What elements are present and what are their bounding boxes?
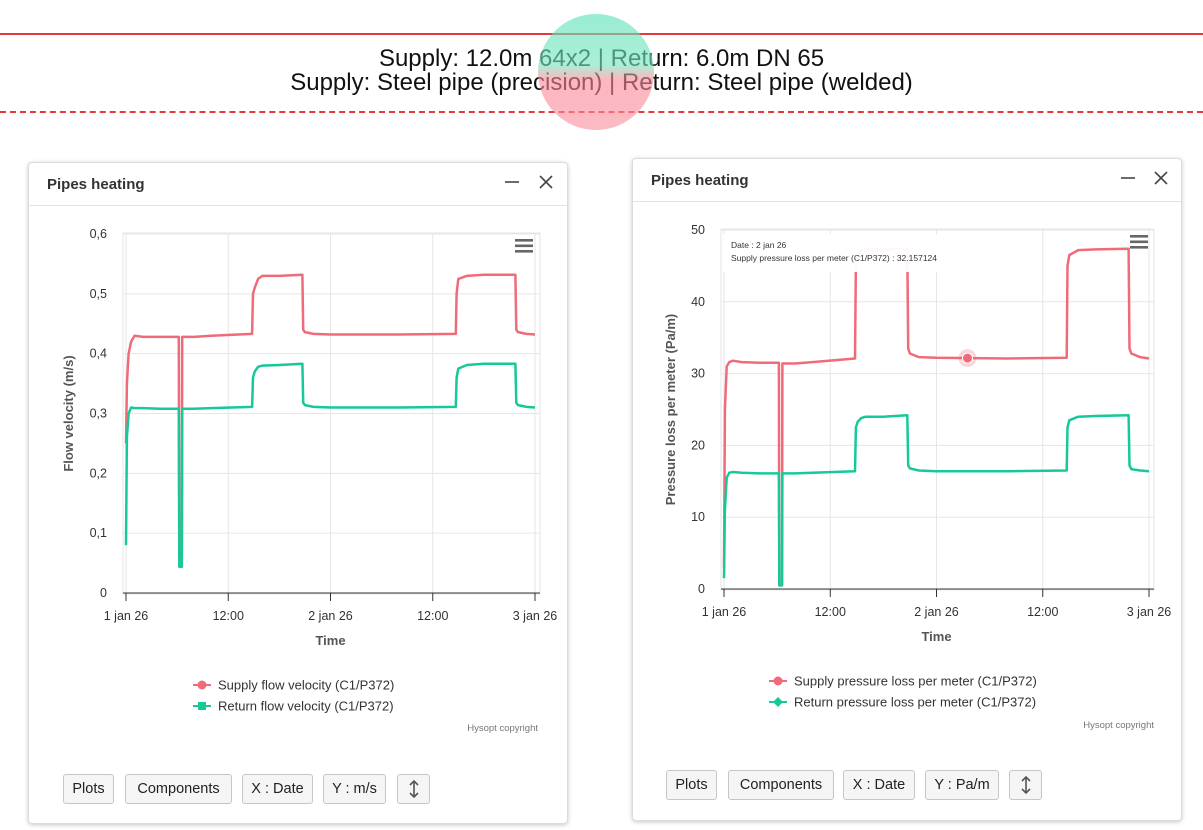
legend-marker: [773, 697, 783, 707]
legend-label: Return pressure loss per meter (C1/P372): [794, 695, 1036, 710]
x-tick-label: 12:00: [213, 609, 244, 623]
x-axis-title: Time: [921, 629, 951, 644]
tooltip-value: Supply pressure loss per meter (C1/P372)…: [731, 253, 937, 263]
minimize-icon[interactable]: [1118, 168, 1138, 188]
x-tick-label: 2 jan 26: [914, 605, 959, 619]
y-axis-button[interactable]: Y : Pa/m: [925, 770, 999, 800]
tooltip: Date : 2 jan 26 Supply pressure loss per …: [723, 234, 939, 272]
y-axis-title: Flow velocity (m/s): [61, 355, 76, 471]
legend-label: Supply flow velocity (C1/P372): [218, 678, 394, 693]
y-tick-label: 10: [691, 510, 705, 524]
tooltip-box: [723, 234, 939, 272]
resize-button[interactable]: [397, 774, 430, 804]
panel-title: Pipes heating: [651, 172, 749, 189]
x-tick-label: 1 jan 26: [702, 605, 747, 619]
y-tick-label: 20: [691, 438, 705, 452]
close-icon[interactable]: [1151, 168, 1171, 188]
x-tick-label: 1 jan 26: [104, 609, 149, 623]
menu-bar: [1130, 240, 1148, 244]
legend-label: Return flow velocity (C1/P372): [218, 699, 394, 714]
cursor-highlight: [538, 14, 654, 130]
y-tick-label: 40: [691, 295, 705, 309]
y-tick-label: 0: [698, 582, 705, 596]
x-tick-label: 12:00: [1027, 605, 1058, 619]
close-icon[interactable]: [536, 172, 556, 192]
menu-bar: [515, 250, 533, 253]
return-series-line: [124, 362, 536, 568]
plots-button[interactable]: Plots: [666, 770, 717, 800]
components-button[interactable]: Components: [728, 770, 834, 800]
resize-button[interactable]: [1009, 770, 1042, 800]
pressure-loss-chart: 0 10 20 30 40 50 1 jan 26 12:00 2 jan 26 12:00 3 j…: [663, 223, 1172, 731]
supply-series-line: [124, 273, 536, 559]
pipes-heating-panel-pressure: Pipes heating 0 10 20 30 40 50 1 jan 26 12:00 2 …: [632, 158, 1182, 821]
plots-button[interactable]: Plots: [63, 774, 114, 804]
y-tick-label: 0: [100, 586, 107, 600]
y-tick-label: 30: [691, 367, 705, 381]
menu-bar: [515, 244, 533, 248]
menu-bar: [515, 239, 533, 242]
y-axis-title: Pressure loss per meter (Pa/m): [663, 314, 678, 505]
legend-marker: [197, 680, 207, 690]
x-tick-label: 3 jan 26: [1127, 605, 1172, 619]
y-tick-label: 0,5: [90, 287, 107, 301]
y-tick-label: 0,1: [90, 526, 107, 540]
return-series-line: [722, 413, 1150, 587]
legend-marker: [773, 676, 783, 686]
hamburger-menu-icon[interactable]: [515, 239, 533, 253]
flow-velocity-chart: 0 0,1 0,2 0,3 0,4 0,5 0,6 1 jan 26 12:00 2 jan 26…: [61, 227, 558, 734]
x-tick-label: 2 jan 26: [308, 609, 353, 623]
panel-header: Pipes heating: [29, 163, 567, 206]
hamburger-menu-icon[interactable]: [1130, 235, 1148, 249]
x-tick-label: 3 jan 26: [513, 609, 558, 623]
panel-header: Pipes heating: [633, 159, 1181, 202]
y-tick-label: 0,3: [90, 407, 107, 421]
legend-label: Supply pressure loss per meter (C1/P372): [794, 674, 1037, 689]
minimize-icon[interactable]: [502, 172, 522, 192]
x-axis-button[interactable]: X : Date: [242, 774, 313, 804]
y-tick-label: 0,2: [90, 466, 107, 480]
plot-frame: [720, 228, 1155, 591]
x-tick-label: 12:00: [417, 609, 448, 623]
vertical-arrows-icon: [408, 779, 419, 799]
hover-point: [961, 352, 973, 364]
pipes-heating-panel-velocity: Pipes heating 0 0,1 0,2 0,3 0,4 0,5 0,6 1 jan 2…: [28, 162, 568, 824]
y-tick-label: 50: [691, 223, 705, 237]
menu-bar: [1130, 246, 1148, 249]
legend-marker: [198, 702, 206, 710]
y-axis-button[interactable]: Y : m/s: [323, 774, 386, 804]
x-tick-label: 12:00: [815, 605, 846, 619]
y-tick-label: 0,6: [90, 227, 107, 241]
vertical-arrows-icon: [1020, 775, 1031, 795]
credits-text: Hysopt copyright: [1083, 720, 1154, 731]
panel-title: Pipes heating: [47, 176, 145, 193]
x-axis-button[interactable]: X : Date: [843, 770, 915, 800]
y-tick-label: 0,4: [90, 347, 107, 361]
tooltip-date: Date : 2 jan 26: [731, 240, 787, 250]
x-axis-title: Time: [315, 633, 345, 648]
components-button[interactable]: Components: [125, 774, 232, 804]
credits-text: Hysopt copyright: [467, 723, 538, 734]
menu-bar: [1130, 235, 1148, 238]
